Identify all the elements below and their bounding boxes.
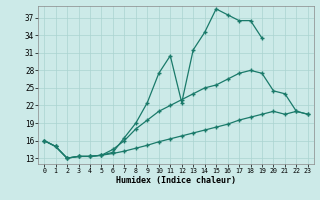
X-axis label: Humidex (Indice chaleur): Humidex (Indice chaleur): [116, 176, 236, 185]
